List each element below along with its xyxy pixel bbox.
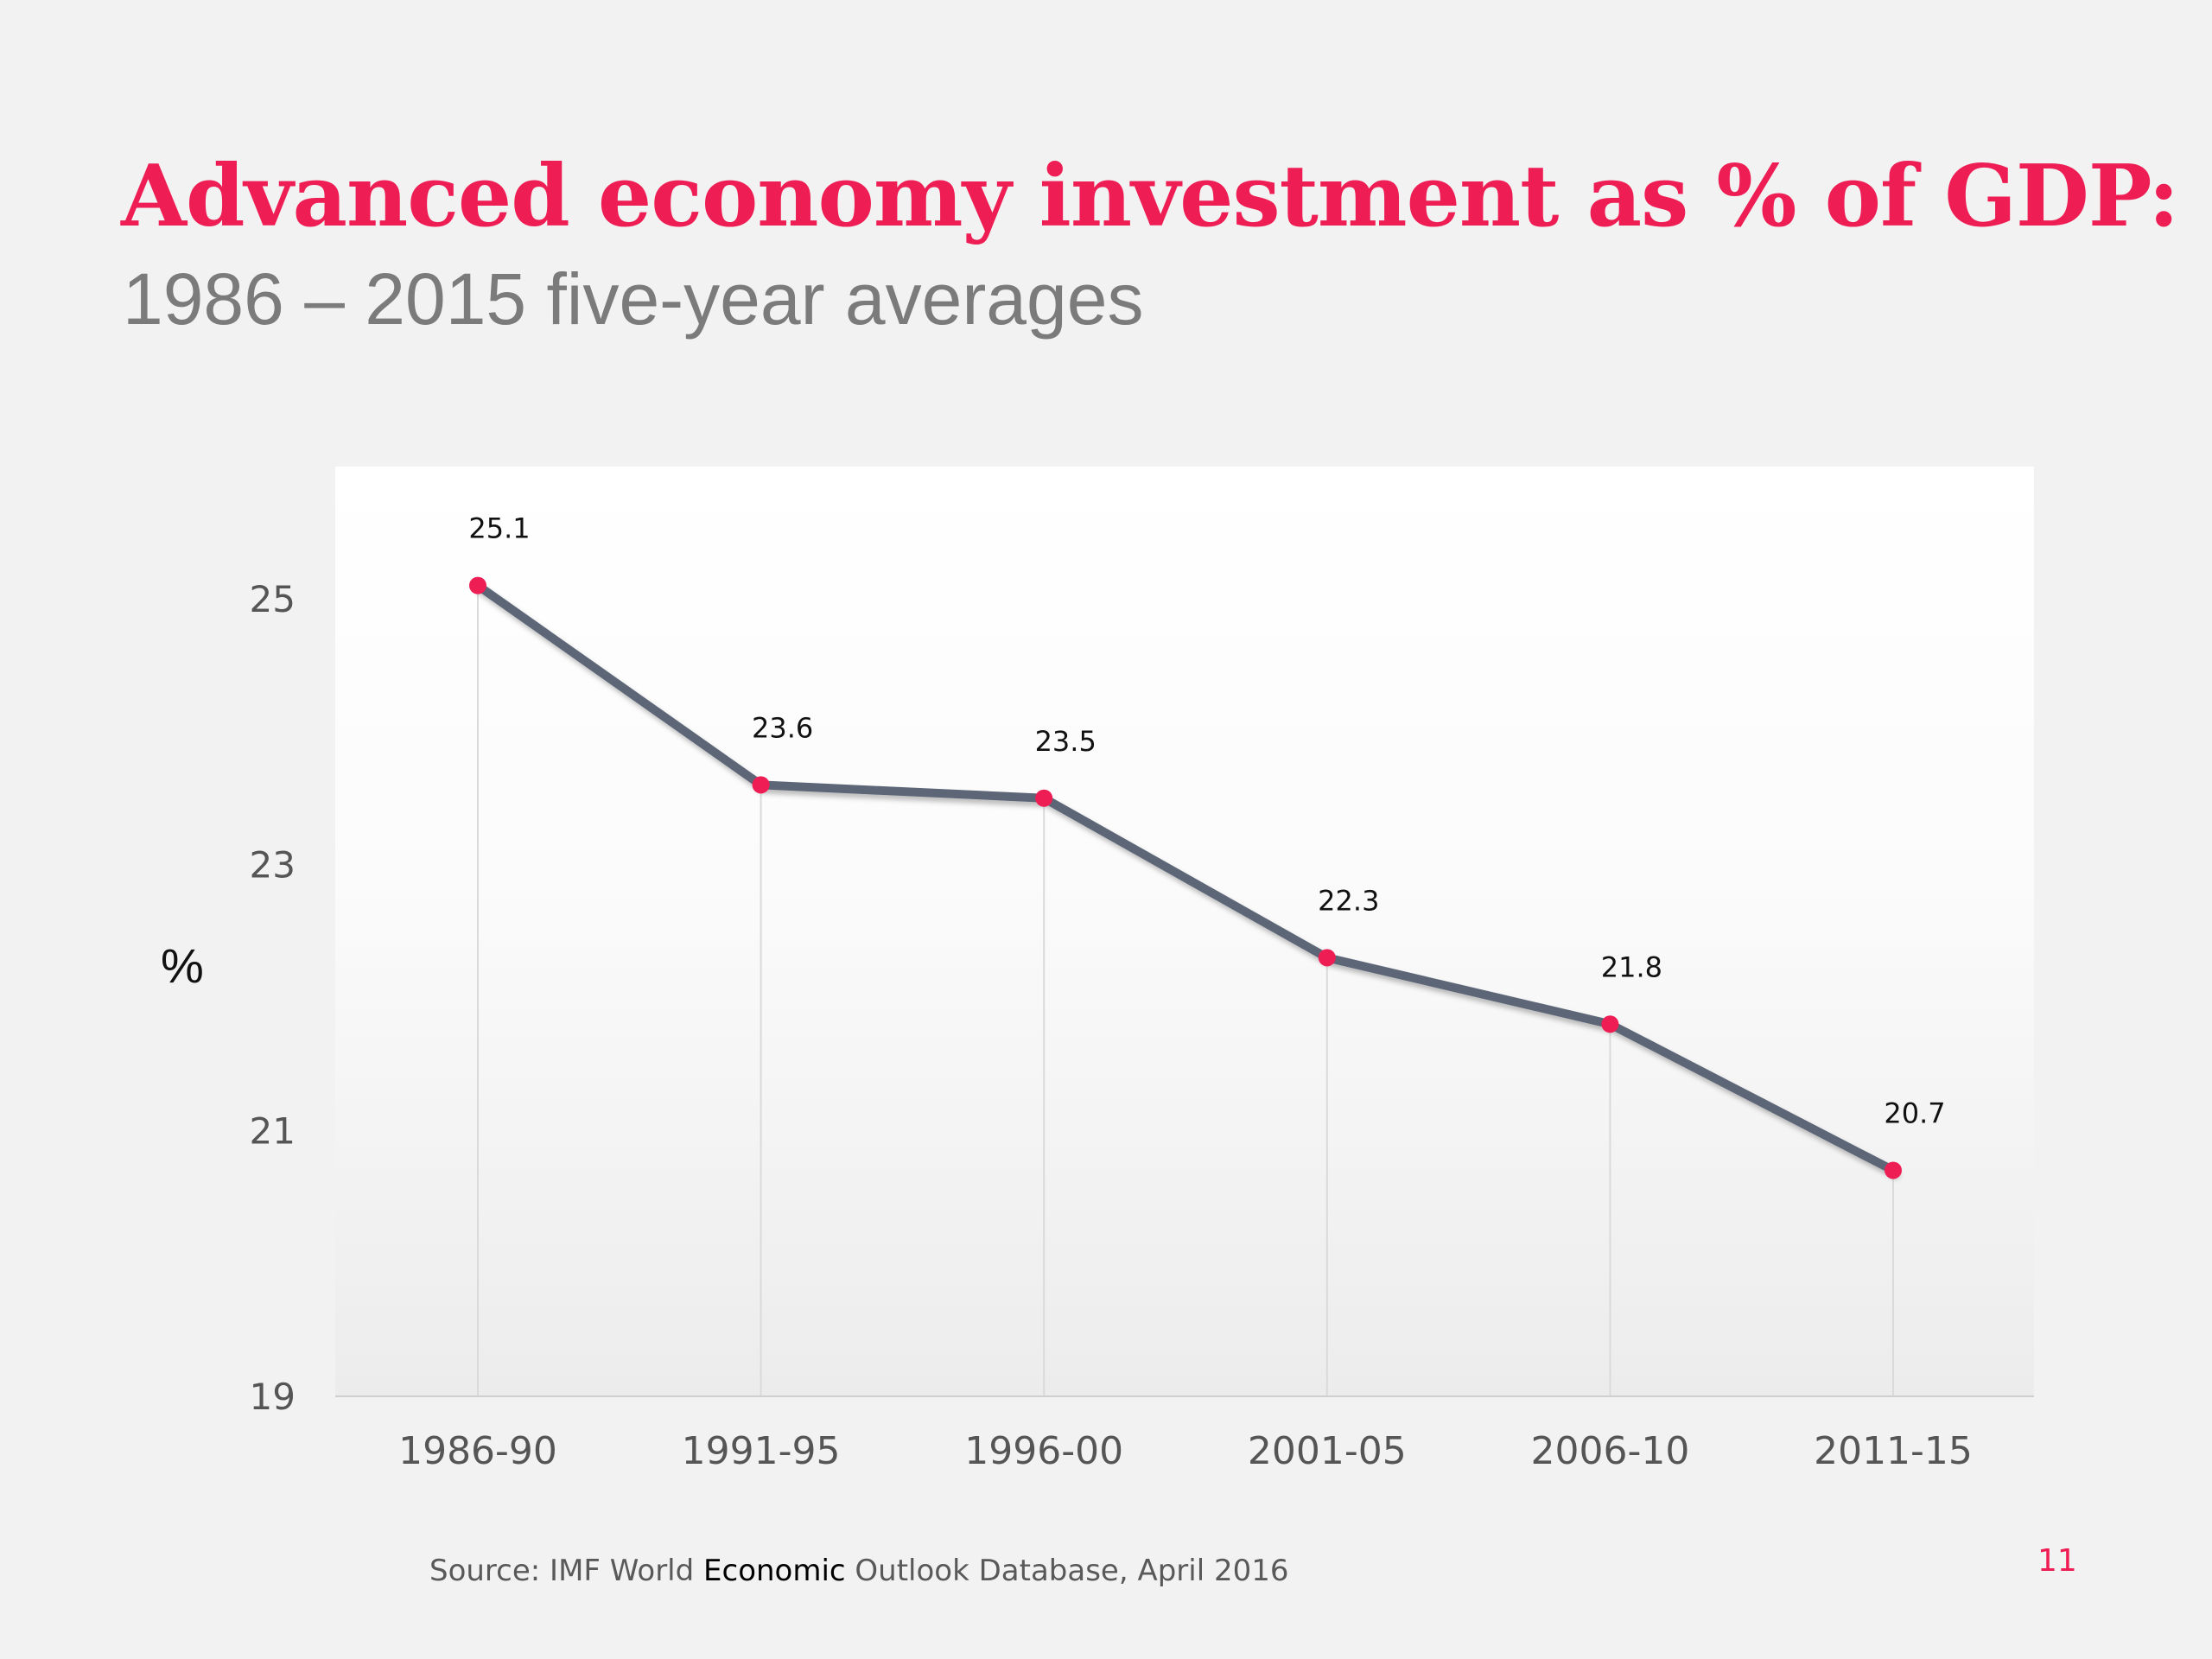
- data-point-marker: [1318, 949, 1336, 967]
- y-tick-label: 23: [250, 844, 296, 887]
- data-label: 21.8: [1601, 950, 1662, 983]
- source-note: Source: IMF World Economic Outlook Datab…: [429, 1554, 1289, 1588]
- data-label: 23.6: [752, 711, 813, 744]
- data-label: 23.5: [1035, 725, 1096, 758]
- data-label: 25.1: [468, 512, 530, 545]
- y-axis-label: %: [161, 938, 204, 993]
- slide-subtitle: 1986 – 2015 five-year averages: [123, 258, 1144, 340]
- plot-area: [335, 467, 2034, 1396]
- source-text-pre: Source: IMF World: [429, 1554, 704, 1588]
- source-text-post: Outlook Database, April 2016: [845, 1554, 1289, 1588]
- page-number: 11: [2037, 1543, 2077, 1579]
- x-tick-label: 2011-15: [1814, 1429, 1973, 1473]
- x-tick-label: 1991-95: [682, 1429, 841, 1473]
- x-tick-label: 2001-05: [1248, 1429, 1407, 1473]
- data-point-marker: [752, 776, 770, 794]
- series-line: [474, 581, 1897, 1175]
- data-label: 20.7: [1884, 1096, 1945, 1129]
- y-tick-label: 21: [250, 1109, 296, 1152]
- source-text-emphasis: Economic: [703, 1554, 846, 1588]
- y-tick-label: 25: [250, 578, 296, 620]
- y-tick-label: 19: [250, 1376, 296, 1418]
- x-tick-label: 1996-00: [964, 1429, 1123, 1473]
- data-label: 22.3: [1318, 884, 1379, 917]
- data-point-marker: [1601, 1015, 1619, 1033]
- data-point-marker: [469, 576, 486, 594]
- data-point-marker: [1885, 1161, 1902, 1179]
- slide-title: Advanced economy investment as % of GDP:: [121, 147, 2179, 246]
- x-tick-label: 1986-90: [398, 1429, 557, 1473]
- data-point-marker: [1035, 789, 1053, 807]
- x-tick-label: 2006-10: [1530, 1429, 1689, 1473]
